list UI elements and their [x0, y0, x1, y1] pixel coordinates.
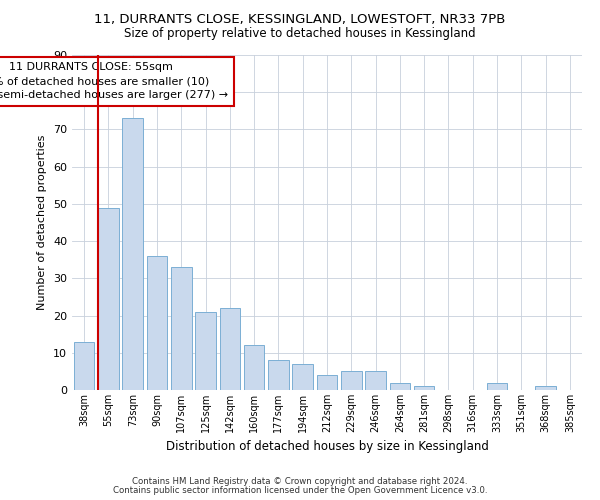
Bar: [220, 308, 240, 390]
X-axis label: Distribution of detached houses by size in Kessingland: Distribution of detached houses by size …: [166, 440, 488, 454]
Text: 11, DURRANTS CLOSE, KESSINGLAND, LOWESTOFT, NR33 7PB: 11, DURRANTS CLOSE, KESSINGLAND, LOWESTO…: [94, 12, 506, 26]
Bar: [122, 118, 143, 390]
Bar: [341, 372, 362, 390]
Bar: [195, 312, 216, 390]
Bar: [487, 382, 508, 390]
Bar: [292, 364, 313, 390]
Bar: [171, 267, 191, 390]
Bar: [317, 375, 337, 390]
Bar: [535, 386, 556, 390]
Bar: [74, 342, 94, 390]
Bar: [365, 372, 386, 390]
Bar: [244, 346, 265, 390]
Y-axis label: Number of detached properties: Number of detached properties: [37, 135, 47, 310]
Text: Size of property relative to detached houses in Kessingland: Size of property relative to detached ho…: [124, 28, 476, 40]
Text: Contains public sector information licensed under the Open Government Licence v3: Contains public sector information licen…: [113, 486, 487, 495]
Text: 11 DURRANTS CLOSE: 55sqm
← 3% of detached houses are smaller (10)
96% of semi-de: 11 DURRANTS CLOSE: 55sqm ← 3% of detache…: [0, 62, 228, 100]
Bar: [98, 208, 119, 390]
Bar: [414, 386, 434, 390]
Text: Contains HM Land Registry data © Crown copyright and database right 2024.: Contains HM Land Registry data © Crown c…: [132, 477, 468, 486]
Bar: [389, 382, 410, 390]
Bar: [146, 256, 167, 390]
Bar: [268, 360, 289, 390]
